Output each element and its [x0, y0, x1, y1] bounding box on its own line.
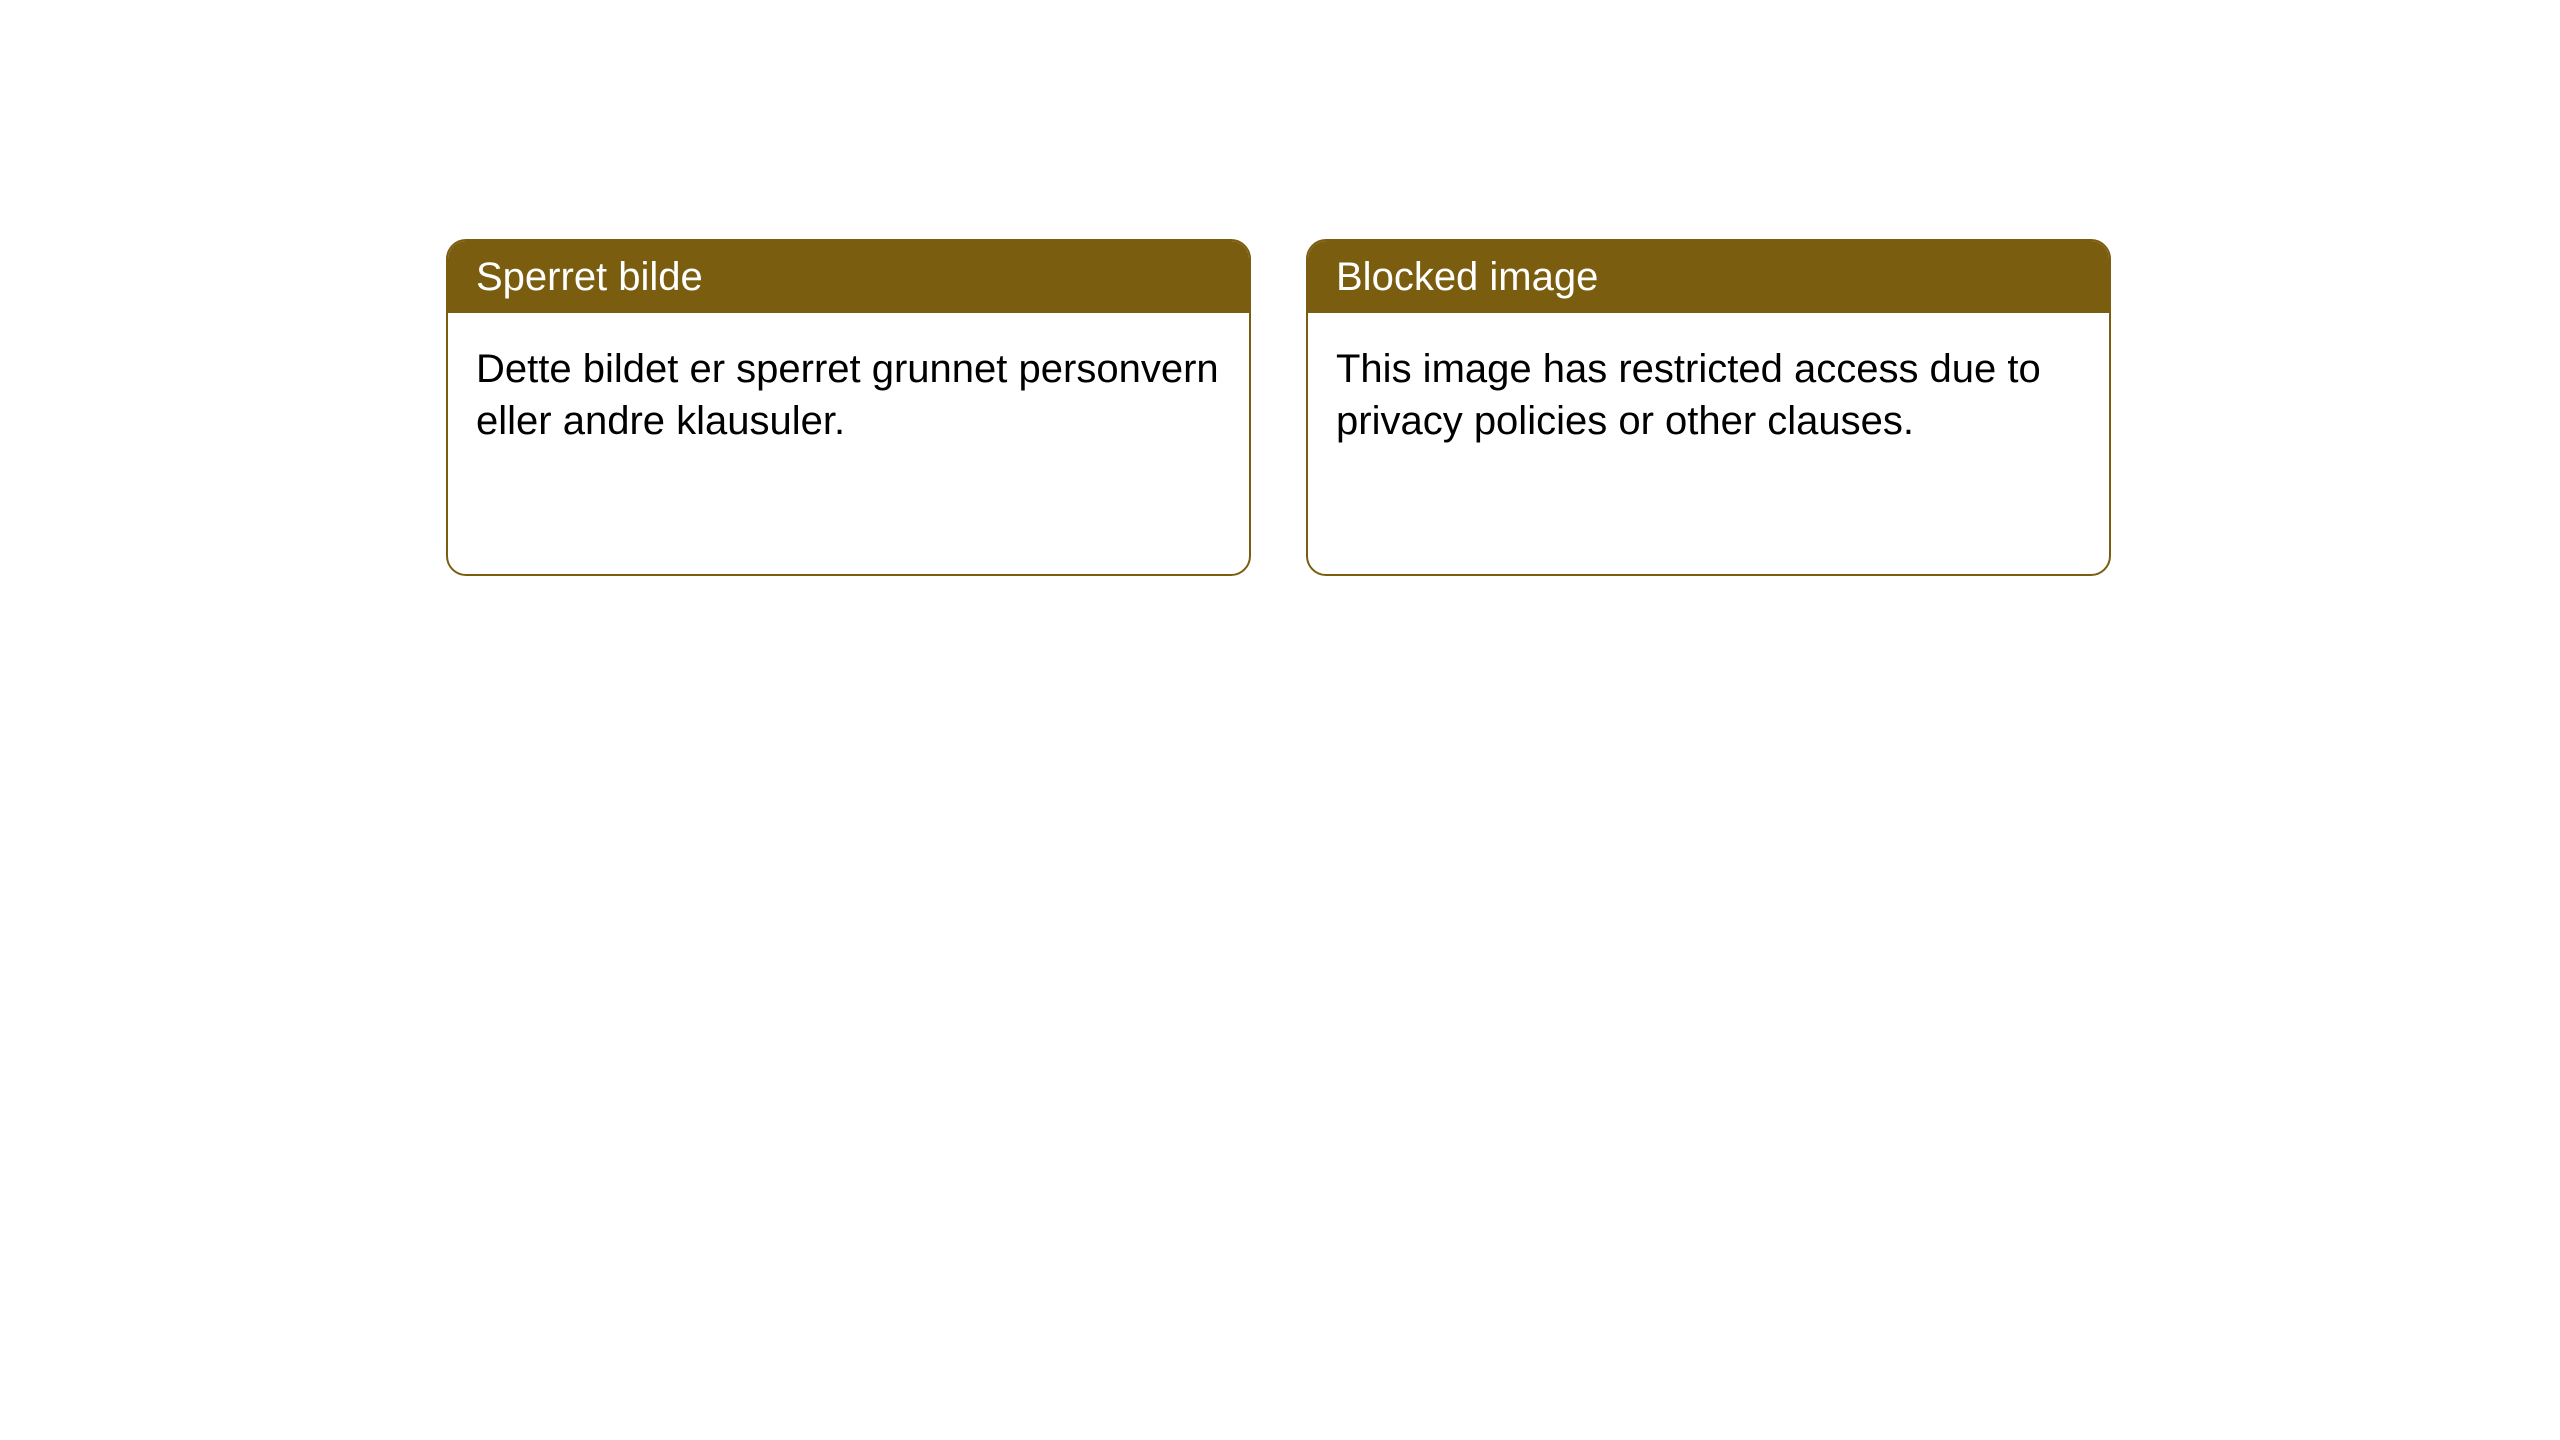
notice-card-container: Sperret bilde Dette bildet er sperret gr… [446, 239, 2111, 576]
card-body-text: This image has restricted access due to … [1336, 347, 2041, 443]
card-title: Blocked image [1336, 255, 1598, 299]
card-body-text: Dette bildet er sperret grunnet personve… [476, 347, 1219, 443]
card-title: Sperret bilde [476, 255, 703, 299]
card-header: Sperret bilde [448, 241, 1249, 313]
notice-card-norwegian: Sperret bilde Dette bildet er sperret gr… [446, 239, 1251, 576]
notice-card-english: Blocked image This image has restricted … [1306, 239, 2111, 576]
card-body: This image has restricted access due to … [1308, 313, 2109, 477]
card-header: Blocked image [1308, 241, 2109, 313]
card-body: Dette bildet er sperret grunnet personve… [448, 313, 1249, 477]
